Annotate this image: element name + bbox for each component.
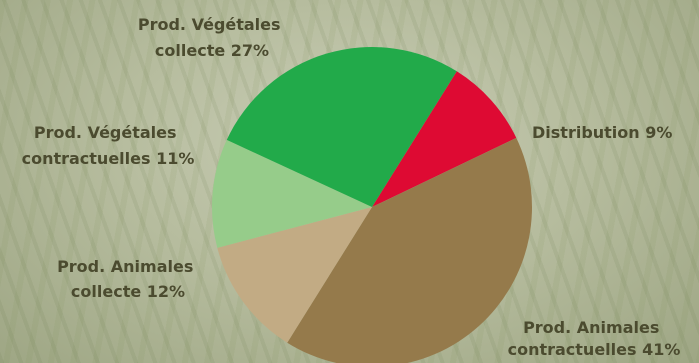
slice-prod-vegetales-collecte bbox=[226, 46, 457, 207]
slice-distribution bbox=[372, 71, 517, 207]
slice-prod-animales-contractuelles bbox=[287, 137, 532, 363]
label-prod-vegetales-collecte: Prod. Végétales collecte 27% bbox=[138, 15, 286, 60]
label-distribution: Distribution 9% bbox=[532, 123, 672, 142]
label-prod-animales-collecte: Prod. Animales collecte 12% bbox=[57, 257, 199, 301]
slice-prod-vegetales-contractuelles bbox=[212, 139, 372, 248]
slice-prod-animales-collecte bbox=[217, 207, 372, 343]
label-prod-animales-contractuelles: Prod. Animales contractuelles 41% bbox=[508, 318, 681, 359]
pie-slices bbox=[212, 46, 532, 363]
label-prod-vegetales-contractuelles: Prod. Végétales contractuelles 11% bbox=[22, 123, 195, 168]
